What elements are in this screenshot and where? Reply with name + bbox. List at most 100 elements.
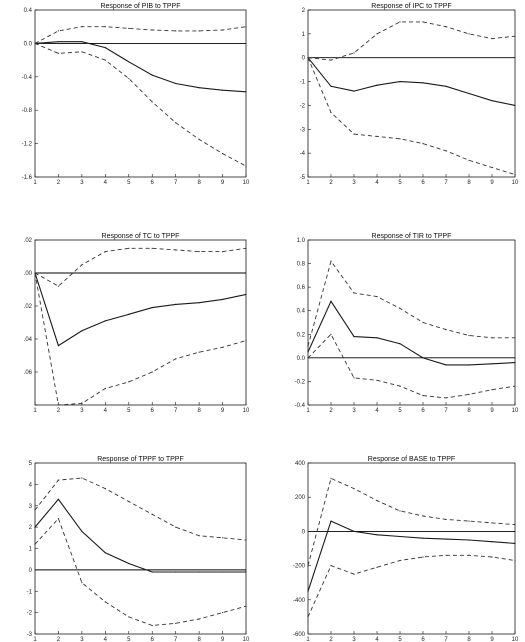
y-tick-label: -0.4 — [295, 403, 306, 409]
y-tick-label: .02 — [24, 238, 33, 244]
data-point-response — [57, 345, 60, 347]
data-point-response — [353, 336, 355, 338]
x-tick-label: 1 — [306, 180, 310, 186]
data-point-lower — [491, 389, 493, 391]
x-tick-label: 3 — [80, 408, 84, 414]
plot-frame — [34, 462, 247, 635]
data-point-lower — [175, 622, 177, 624]
chart-panel-5: Response of TPPF to TPPF -3 -2 -1 0 1 2 3 4 5 1 2 3 4… — [27, 456, 250, 642]
data-point-lower — [307, 357, 309, 359]
data-point-response — [353, 90, 355, 92]
data-point-upper — [151, 29, 153, 31]
data-point-lower — [151, 101, 153, 103]
y-tick-label: -2 — [300, 103, 306, 109]
data-point-lower — [128, 616, 130, 618]
data-point-upper — [514, 35, 516, 37]
data-point-upper — [104, 26, 106, 28]
data-point-lower — [104, 387, 106, 390]
data-point-lower — [468, 393, 470, 395]
x-tick-label: 4 — [375, 637, 379, 642]
x-tick-label: 9 — [221, 637, 225, 642]
x-tick-label: 6 — [421, 408, 425, 414]
data-point-lower — [34, 42, 36, 45]
x-tick-label: 3 — [352, 408, 356, 414]
data-point-lower — [34, 543, 36, 545]
data-point-upper — [330, 260, 332, 262]
x-tick-label: 10 — [243, 408, 250, 414]
data-point-response — [468, 539, 470, 541]
x-tick-label: 10 — [243, 637, 250, 642]
y-tick-label: 1 — [302, 32, 306, 38]
x-tick-label: 7 — [174, 637, 178, 642]
data-point-lower — [376, 135, 378, 137]
y-tick-label: 400 — [295, 461, 306, 467]
x-tick-label: 8 — [197, 408, 201, 414]
data-point-lower — [445, 554, 447, 556]
data-point-lower — [376, 566, 378, 568]
data-point-upper — [353, 292, 355, 294]
data-point-lower — [245, 165, 247, 167]
y-tick-label: 0.4 — [24, 8, 33, 14]
y-tick-label: -2 — [27, 611, 33, 617]
x-tick-label: 5 — [398, 180, 402, 186]
data-point-lower — [491, 556, 493, 558]
data-point-lower — [245, 605, 247, 607]
data-point-response — [104, 552, 106, 554]
data-point-upper — [468, 334, 470, 337]
chart-title: Response of TPPF to TPPF — [97, 456, 184, 463]
chart-panel-3: Response of TC to TPPF .06 .04 .02 .00 .02 1 2 3… — [24, 233, 250, 414]
plot-frame — [34, 239, 247, 406]
y-tick-label: 2 — [29, 525, 33, 531]
data-point-upper — [222, 29, 224, 31]
x-tick-label: 2 — [57, 637, 61, 642]
data-point-response — [399, 343, 401, 345]
x-tick-label: 8 — [467, 180, 471, 186]
data-point-response — [198, 87, 200, 89]
data-point-lower — [468, 554, 470, 556]
x-tick-label: 5 — [398, 408, 402, 414]
chart-panel-4: Response of TIR to TPPF -0.4 -0.2 0.0 0.2 0.4… — [295, 233, 519, 414]
data-point-upper — [151, 247, 153, 249]
data-point-upper — [222, 251, 224, 253]
plot-frame — [34, 9, 247, 178]
x-tick-label: 6 — [421, 180, 425, 186]
chart-title: Response of PIB to TPPF — [100, 3, 180, 10]
y-tick-label: 4 — [29, 482, 33, 488]
series-line-response — [34, 41, 247, 93]
series-line-response — [34, 272, 247, 347]
y-tick-label: 0.4 — [297, 309, 306, 315]
data-point-lower — [245, 340, 247, 342]
y-tick-label: 0 — [29, 568, 33, 574]
data-point-lower — [198, 618, 200, 620]
data-point-upper — [445, 329, 447, 331]
series-line-lower — [34, 517, 247, 626]
series-line-response — [307, 300, 516, 366]
plot-frame — [307, 239, 516, 406]
data-point-upper — [198, 30, 200, 32]
x-tick-label: 2 — [329, 637, 333, 642]
data-point-response — [128, 562, 130, 565]
data-point-response — [376, 337, 378, 339]
data-point-response — [34, 526, 36, 528]
y-tick-label: -0.8 — [22, 108, 33, 114]
chart-panel-2: Response of IPC to TPPF -5 -4 -3 -2 -1 0 1 2 1 2 3 4… — [300, 3, 519, 186]
data-point-upper — [198, 251, 200, 253]
y-tick-label: -5 — [300, 175, 306, 181]
data-point-lower — [175, 122, 177, 124]
data-point-response — [330, 85, 332, 87]
data-point-upper — [128, 247, 130, 249]
data-point-response — [222, 571, 224, 573]
data-point-response — [445, 364, 447, 366]
x-tick-label: 7 — [444, 408, 448, 414]
x-tick-label: 3 — [80, 180, 84, 186]
x-tick-label: 5 — [127, 408, 131, 414]
y-tick-label: -1 — [300, 80, 306, 86]
data-point-response — [491, 541, 493, 543]
x-tick-label: 4 — [104, 637, 108, 642]
series-line-lower — [307, 554, 516, 618]
x-tick-label: 8 — [467, 637, 471, 642]
data-point-lower — [222, 612, 224, 614]
chart-panel-6: Response of BASE to TPPF -600 -400 -200 0 200… — [293, 456, 519, 642]
series-line-upper — [307, 477, 516, 566]
data-point-upper — [445, 518, 447, 521]
